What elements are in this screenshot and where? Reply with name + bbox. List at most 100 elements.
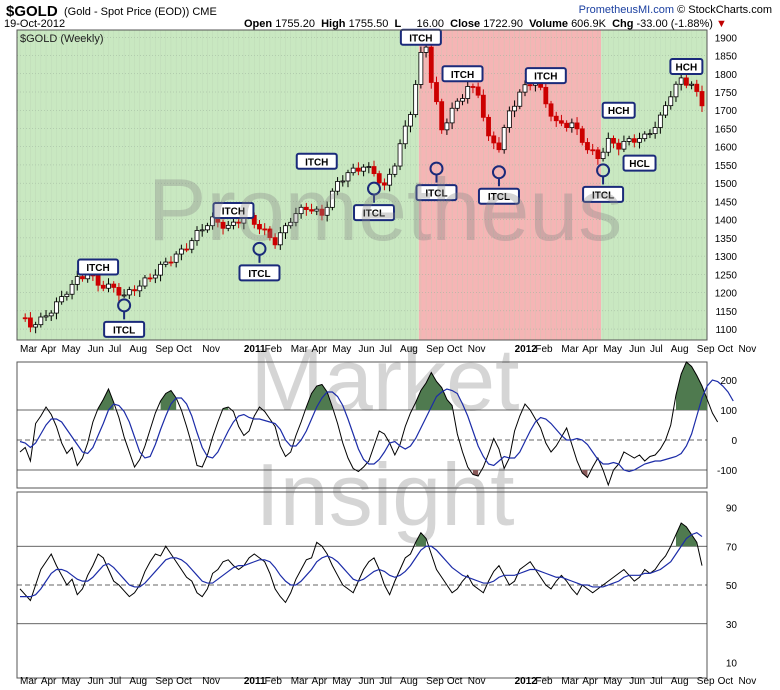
osc-tick-label: 70 — [726, 542, 738, 553]
down-triangle-icon: ▼ — [716, 18, 727, 30]
candle-body — [548, 103, 554, 117]
candle-body — [22, 317, 28, 320]
candle-body — [100, 284, 106, 289]
candle-body — [59, 296, 65, 303]
candle-body — [111, 283, 117, 288]
price-tick-label: 1250 — [715, 270, 738, 281]
x-axis-label: Jun — [358, 344, 374, 355]
candle-body — [387, 173, 393, 186]
x-axis-label: Nov — [738, 344, 756, 355]
candle-body — [683, 77, 689, 86]
x-axis-label: Jul — [379, 344, 392, 355]
candle-body — [543, 86, 549, 105]
candle-body — [590, 149, 596, 152]
site-link[interactable]: PrometheusMI.com — [578, 4, 675, 16]
volume-label: Volume — [529, 18, 568, 30]
candle-body — [418, 52, 424, 85]
candle-body — [491, 135, 497, 144]
x-axis-label: Apr — [41, 344, 57, 355]
annotation-box — [77, 258, 120, 276]
candle-body — [470, 86, 476, 88]
candle-body — [621, 141, 627, 150]
candle-body — [309, 209, 314, 212]
x-axis-label: Oct — [447, 344, 463, 355]
candle-body — [527, 84, 533, 87]
annotation-label: HCH — [676, 62, 698, 73]
x-axis-label: May — [62, 344, 81, 355]
x-axis-label: Apr — [41, 676, 57, 687]
candle-body — [522, 84, 528, 93]
annotation-box — [415, 184, 458, 202]
x-axis-label: Nov — [202, 676, 220, 687]
candle-body — [152, 274, 158, 279]
candle-body — [288, 221, 294, 227]
annotation-label: ITCL — [363, 209, 385, 220]
candle-body — [80, 276, 85, 280]
candle-body — [178, 248, 184, 255]
close-value: 1722.90 — [483, 18, 523, 30]
annotation-box — [441, 65, 484, 83]
candle-body — [262, 228, 268, 231]
candle-body — [335, 181, 340, 192]
candle-body — [350, 167, 356, 174]
candle-body — [121, 294, 127, 297]
x-axis-label: Jul — [379, 676, 392, 687]
candle-body — [225, 224, 231, 229]
candle-body — [402, 125, 408, 145]
overbought-fill — [98, 389, 114, 410]
high-value: 1755.50 — [348, 18, 389, 30]
panel-frame — [16, 361, 708, 489]
osc-tick-label: 90 — [726, 504, 738, 515]
ticker-description: (Gold - Spot Price (EOD)) CME — [64, 6, 217, 18]
candle-body — [158, 263, 163, 276]
candle-body — [95, 275, 101, 286]
annotation-box — [477, 187, 520, 205]
candle-body — [559, 120, 564, 124]
candle-body — [579, 128, 585, 143]
annotation-label: ITCL — [248, 269, 270, 280]
candle-body — [678, 77, 684, 85]
price-tick-label: 1500 — [715, 179, 738, 190]
chg-value: -33.00 (-1.88%) — [636, 18, 713, 30]
candle-body — [220, 221, 226, 229]
candle-body — [298, 206, 304, 215]
x-axis-label: Feb — [535, 344, 553, 355]
candle-body — [595, 149, 601, 160]
price-tick-label: 1200 — [715, 289, 738, 300]
x-axis-label: Mar — [20, 344, 38, 355]
candle-body — [340, 180, 346, 183]
x-axis-label: May — [603, 344, 622, 355]
x-axis-label: Nov — [468, 344, 486, 355]
candle-body — [283, 225, 288, 234]
candle-body — [465, 86, 471, 99]
high-label: High — [321, 18, 346, 30]
x-axis-label: Aug — [129, 344, 147, 355]
candle-body — [147, 277, 153, 280]
x-axis-label: Sep — [155, 676, 173, 687]
candle-body — [205, 225, 210, 231]
candle-body — [647, 133, 653, 136]
x-axis-label: Mar — [561, 676, 579, 687]
candle-body — [355, 167, 361, 172]
x-axis-label: Oct — [176, 344, 192, 355]
annotation-box — [582, 185, 625, 203]
price-tick-label: 1750 — [715, 88, 738, 99]
candle-body — [553, 115, 559, 122]
x-axis-label: Feb — [265, 344, 283, 355]
x-axis-label: 2012 — [515, 676, 538, 687]
candle-body — [366, 166, 372, 168]
x-axis-label: Jul — [109, 344, 122, 355]
candle-body — [137, 285, 143, 292]
candle-body — [611, 137, 616, 144]
candle-body — [637, 138, 642, 143]
candle-body — [423, 46, 429, 53]
x-axis-label: Sep — [697, 676, 715, 687]
candle-body — [694, 83, 700, 92]
osc-tick-label: -100 — [717, 466, 737, 477]
x-axis-label: Nov — [468, 676, 486, 687]
annotation-box — [238, 264, 281, 282]
x-axis-label: Sep — [426, 344, 444, 355]
candle-body — [434, 82, 439, 103]
candle-body — [449, 107, 455, 124]
x-axis-label: May — [332, 676, 351, 687]
